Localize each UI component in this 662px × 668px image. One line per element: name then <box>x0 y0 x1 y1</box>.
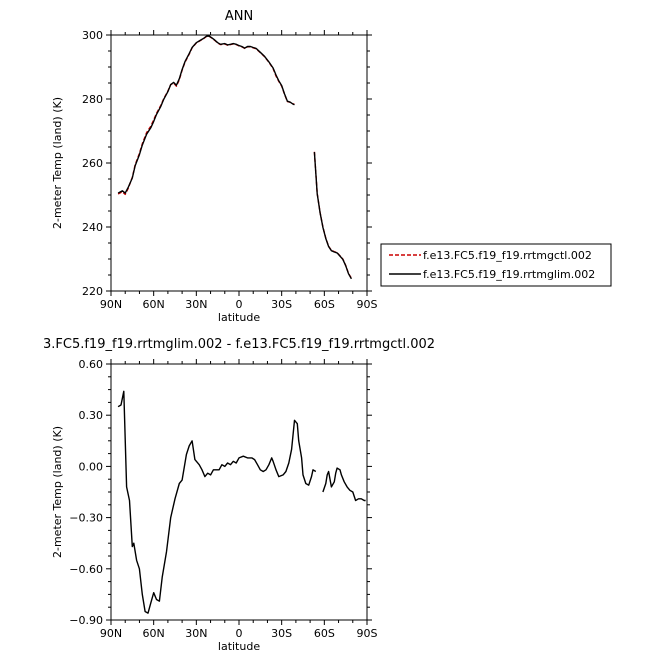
y-tick-label: 0.30 <box>79 409 104 422</box>
x-tick-label: 30S <box>271 627 292 640</box>
plot-frame <box>110 363 368 621</box>
x-tick-label: 90N <box>100 627 122 640</box>
y-tick-label: 260 <box>82 157 103 170</box>
x-tick-label: 90S <box>357 298 378 311</box>
x-tick-label: 0 <box>236 298 243 311</box>
x-tick-label: 60N <box>143 627 165 640</box>
y-tick-label: −0.60 <box>69 563 103 576</box>
x-tick-label: 30N <box>185 298 207 311</box>
y-tick-label: 0.00 <box>79 460 104 473</box>
chart-title: ANN <box>225 9 253 24</box>
series-line-difference <box>322 467 366 502</box>
y-tick-label: 220 <box>82 285 103 298</box>
legend-entry: f.e13.FC5.f19_f19.rrtmgctl.002 <box>423 249 592 262</box>
x-axis-label: latitude <box>218 311 260 324</box>
y-tick-label: 280 <box>82 93 103 106</box>
x-tick-label: 30N <box>185 627 207 640</box>
x-tick-label: 90N <box>100 298 122 311</box>
x-tick-label: 60S <box>314 627 335 640</box>
series-line-lim <box>117 35 295 194</box>
bottom-chart-panel: 3.FC5.f19_f19.rrtmglim.002 - f.e13.FC5.f… <box>43 337 435 653</box>
y-tick-label: −0.30 <box>69 512 103 525</box>
x-tick-label: 30S <box>271 298 292 311</box>
x-axis-label: latitude <box>218 640 260 653</box>
x-tick-label: 0 <box>236 627 243 640</box>
y-axis-label: 2-meter Temp (land) (K) <box>51 426 64 558</box>
plot-frame <box>110 34 368 292</box>
x-tick-label: 60N <box>143 298 165 311</box>
series-line-difference <box>117 390 317 614</box>
chart-title: 3.FC5.f19_f19.rrtmglim.002 - f.e13.FC5.f… <box>43 337 435 352</box>
top-chart-panel: ANN 90N 60N 30N 0 30S 60S 90S 220 240 260 280 300 lat… <box>51 9 378 324</box>
series-line-lim <box>313 152 353 280</box>
legend-entry: f.e13.FC5.f19_f19.rrtmglim.002 <box>423 268 595 281</box>
x-tick-label: 60S <box>314 298 335 311</box>
legend: f.e13.FC5.f19_f19.rrtmgctl.002 f.e13.FC5.… <box>380 243 612 287</box>
legend-box <box>380 243 612 287</box>
y-tick-label: 0.60 <box>79 358 104 371</box>
x-tick-label: 90S <box>357 627 378 640</box>
y-tick-label: 300 <box>82 29 103 42</box>
y-tick-label: −0.90 <box>69 614 103 627</box>
y-axis-label: 2-meter Temp (land) (K) <box>51 97 64 229</box>
y-tick-label: 240 <box>82 221 103 234</box>
